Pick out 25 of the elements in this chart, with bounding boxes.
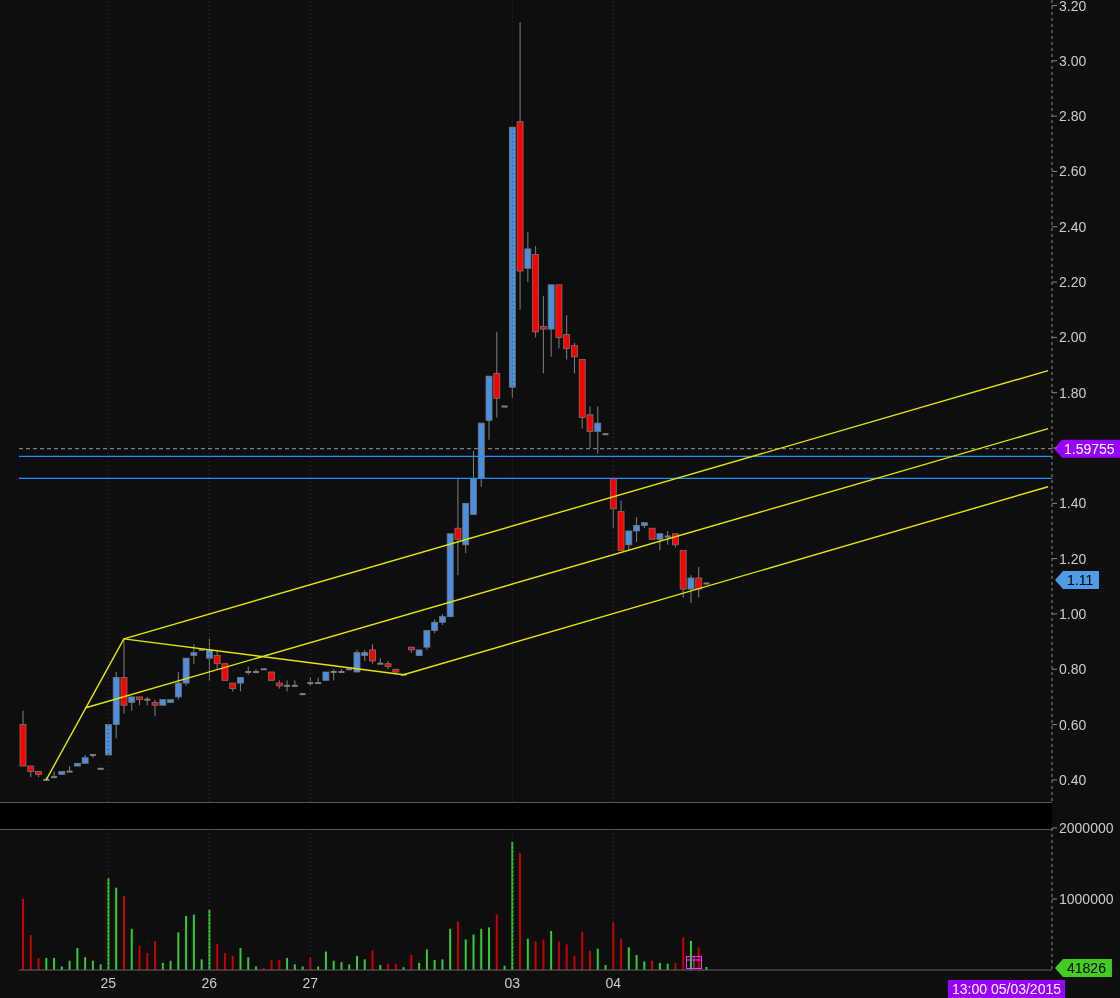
ref-line-label: 1.59755 bbox=[1064, 440, 1115, 457]
y-tick-label: 1.40 bbox=[1059, 495, 1087, 512]
x-tick-label: 03 bbox=[504, 974, 521, 991]
y-tick-label: 2000000 bbox=[1059, 819, 1114, 836]
text: 41826 bbox=[1055, 959, 1112, 977]
x-tick-label: 25 bbox=[100, 974, 117, 991]
y-tick-label: 1.80 bbox=[1059, 384, 1087, 401]
x-tick-label: 27 bbox=[302, 974, 319, 991]
y-tick-label: 0.40 bbox=[1059, 771, 1087, 788]
y-tick-label: 2.80 bbox=[1059, 108, 1087, 125]
y-tick-label: 0.80 bbox=[1059, 661, 1087, 678]
text: 1.11 bbox=[1055, 571, 1100, 589]
y-tick-label: 1000000 bbox=[1059, 890, 1114, 907]
y-tick-label: 2.60 bbox=[1059, 163, 1087, 180]
x-tick-label: 04 bbox=[605, 974, 622, 991]
y-tick-label: 2.00 bbox=[1059, 329, 1087, 346]
y-tick-label: 1.20 bbox=[1059, 550, 1087, 567]
y-tick-label: 1.00 bbox=[1059, 605, 1087, 622]
text: 13:00 05/03/2015 bbox=[948, 980, 1065, 998]
y-tick-label: 0.60 bbox=[1059, 716, 1087, 733]
y-tick-label: 3.00 bbox=[1059, 52, 1087, 69]
y-tick-label: 2.40 bbox=[1059, 218, 1087, 235]
y-tick-label: 2.20 bbox=[1059, 274, 1087, 291]
x-tick-label: 26 bbox=[201, 974, 218, 991]
y-tick-label: 3.20 bbox=[1059, 0, 1087, 14]
